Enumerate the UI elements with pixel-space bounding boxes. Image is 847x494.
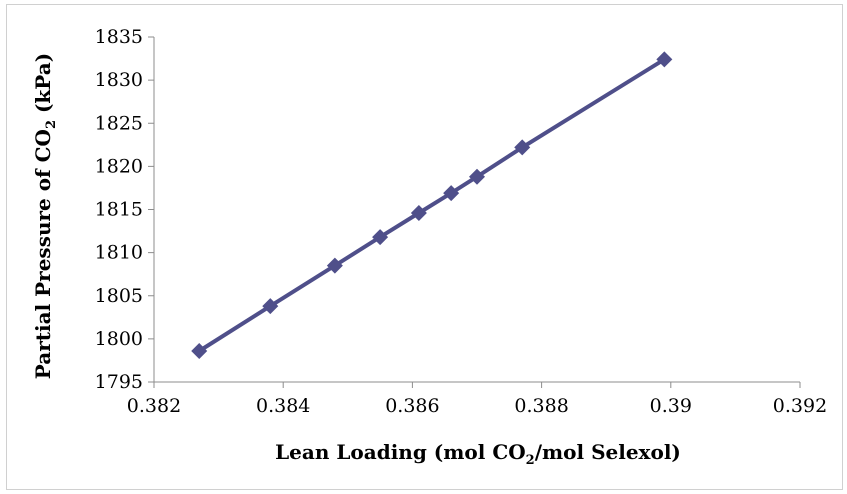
y-tick-label: 1825: [95, 112, 143, 134]
y-tick-label: 1835: [95, 26, 143, 48]
x-tick-label: 0.39: [650, 395, 692, 417]
y-tick-label: 1800: [95, 328, 143, 350]
y-tick-label: 1830: [95, 69, 143, 91]
y-tick-label: 1820: [95, 155, 143, 177]
data-point-marker: [443, 185, 460, 202]
x-tick-label: 0.384: [256, 395, 310, 417]
y-tick-label: 1810: [95, 242, 143, 264]
data-point-marker: [191, 342, 208, 359]
x-axis-ticks: 0.382 0.384 0.386 0.388 0.39 0.392: [127, 382, 827, 417]
data-point-marker: [656, 51, 673, 68]
chart-frame: [6, 4, 843, 490]
x-tick-label: 0.388: [514, 395, 568, 417]
axes: 1795 1800 1805 1810 1815 1820 1825 1830 1835 0.3…: [95, 26, 828, 417]
data-point-marker: [372, 229, 389, 246]
data-point-marker: [514, 139, 531, 156]
y-tick-label: 1805: [95, 285, 143, 307]
data-point-marker: [469, 168, 485, 185]
data-point-marker: [410, 204, 427, 221]
x-axis-title: Lean Loading (mol CO2/mol Selexol): [275, 440, 681, 468]
y-axis-title: Partial Pressure of CO2 (kPa): [31, 53, 59, 379]
series-layer: [191, 51, 673, 359]
x-tick-label: 0.386: [385, 395, 439, 417]
data-point-marker: [326, 257, 343, 274]
data-point-marker: [262, 298, 279, 315]
y-tick-label: 1815: [95, 199, 143, 221]
x-tick-label: 0.392: [773, 395, 827, 417]
x-tick-label: 0.382: [127, 395, 181, 417]
y-axis-ticks: 1795 1800 1805 1810 1815 1820 1825 1830 1835: [95, 26, 154, 393]
y-tick-label: 1795: [95, 371, 143, 393]
